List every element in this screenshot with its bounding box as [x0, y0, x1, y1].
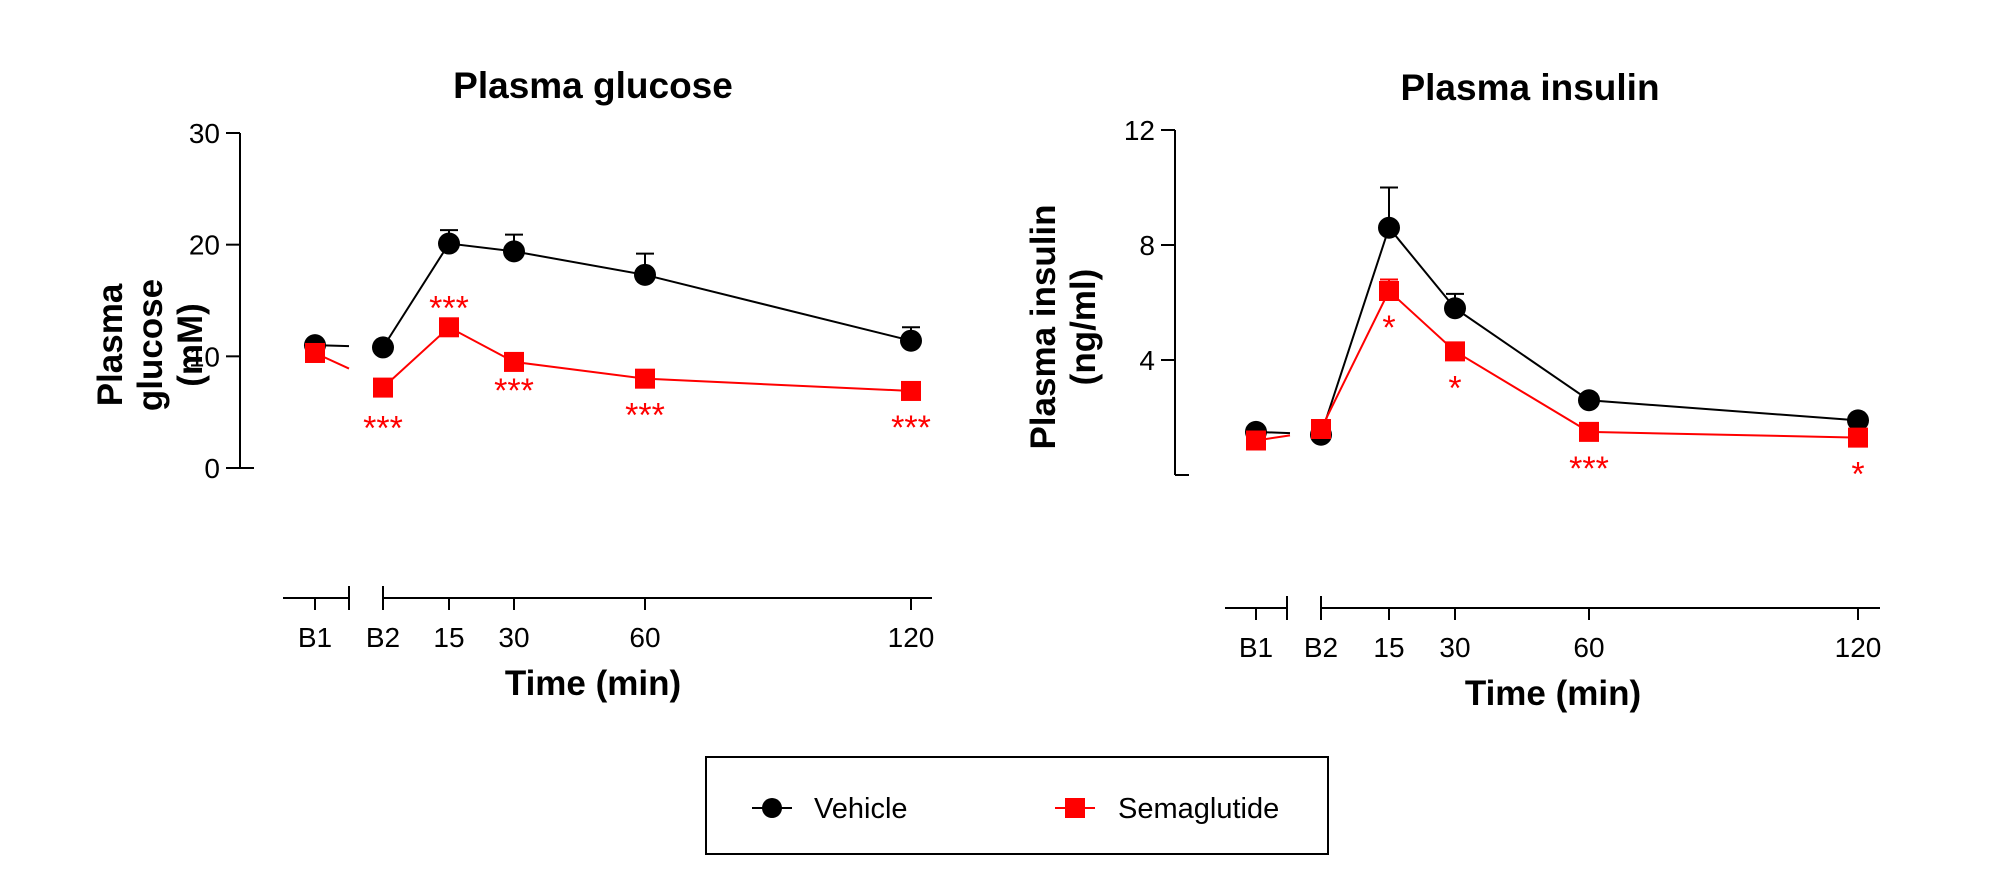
significance-label: *** [625, 397, 665, 435]
y-tick-label: 4 [1139, 345, 1155, 376]
x-tick-label: B2 [1304, 632, 1338, 663]
x-tick-label: B2 [366, 622, 400, 653]
vehicle-point [1378, 216, 1400, 239]
x-tick-label: 60 [1573, 632, 1604, 663]
vehicle-point [1847, 409, 1869, 432]
semaglutide-point [1311, 419, 1331, 439]
semaglutide-point [373, 377, 393, 398]
x-tick-label: 30 [1439, 632, 1470, 663]
y-tick-label: 8 [1139, 230, 1155, 261]
semaglutide-line [1320, 289, 1859, 439]
semaglutide-point [1848, 427, 1868, 448]
legend-box [705, 756, 1329, 855]
semaglutide-point [1579, 421, 1599, 442]
y-tick-label: 12 [1124, 115, 1155, 146]
semaglutide-point [1246, 430, 1266, 451]
y-tick-label: 0 [204, 453, 220, 484]
significance-label: *** [429, 289, 469, 327]
y-tick-label: 20 [189, 230, 220, 261]
vehicle-point [634, 263, 656, 286]
x-axis-label: Time (min) [505, 664, 681, 703]
semaglutide-point [504, 351, 524, 372]
x-tick-label: 120 [1835, 632, 1882, 663]
y-tick-label: 10 [189, 341, 220, 372]
y-tick-label: 30 [189, 118, 220, 149]
semaglutide-point [439, 317, 459, 338]
vehicle-point [1578, 389, 1600, 412]
legend-semaglutide-label: Semaglutide [1118, 793, 1279, 825]
legend-semaglutide-marker [1065, 798, 1085, 818]
significance-label: * [1851, 456, 1864, 494]
x-tick-label: 30 [498, 622, 529, 653]
legend-vehicle-label: Vehicle [814, 793, 908, 825]
x-tick-label: B1 [1239, 632, 1273, 663]
x-tick-label: 15 [1373, 632, 1404, 663]
y-axis-label: Plasma insulin [1024, 204, 1063, 449]
vehicle-point [1444, 297, 1466, 320]
significance-label: * [1382, 309, 1395, 347]
vehicle-point [372, 336, 394, 359]
significance-label: *** [891, 409, 931, 447]
vehicle-point [503, 240, 525, 263]
vehicle-point [900, 329, 922, 352]
significance-label: *** [363, 410, 403, 448]
semaglutide-point [635, 368, 655, 389]
glucose-panel: Plasma glucose 0 10 20 30 Plasma glucose (mM) B1… [91, 65, 934, 703]
vehicle-point [438, 232, 460, 255]
chart-title: Plasma glucose [453, 65, 733, 106]
x-tick-label: 15 [433, 622, 464, 653]
legend-vehicle-marker [762, 798, 782, 818]
significance-label: *** [494, 372, 534, 410]
y-axis-label: glucose [131, 279, 170, 411]
x-tick-label: 60 [629, 622, 660, 653]
semaglutide-point [1379, 281, 1399, 301]
x-tick-label: 120 [888, 622, 935, 653]
semaglutide-point [305, 342, 325, 363]
significance-label: * [1448, 369, 1461, 407]
significance-label: *** [1569, 450, 1609, 488]
semaglutide-point [1445, 341, 1465, 362]
y-axis-label: (ng/ml) [1064, 269, 1103, 386]
y-axis-label: Plasma [91, 283, 130, 406]
legend: Vehicle Semaglutide [705, 756, 1329, 855]
semaglutide-point [901, 380, 921, 401]
x-tick-label: B1 [298, 622, 332, 653]
chart-title: Plasma insulin [1400, 67, 1659, 108]
y-axis-label: (mM) [171, 303, 210, 387]
x-axis-label: Time (min) [1465, 674, 1641, 713]
